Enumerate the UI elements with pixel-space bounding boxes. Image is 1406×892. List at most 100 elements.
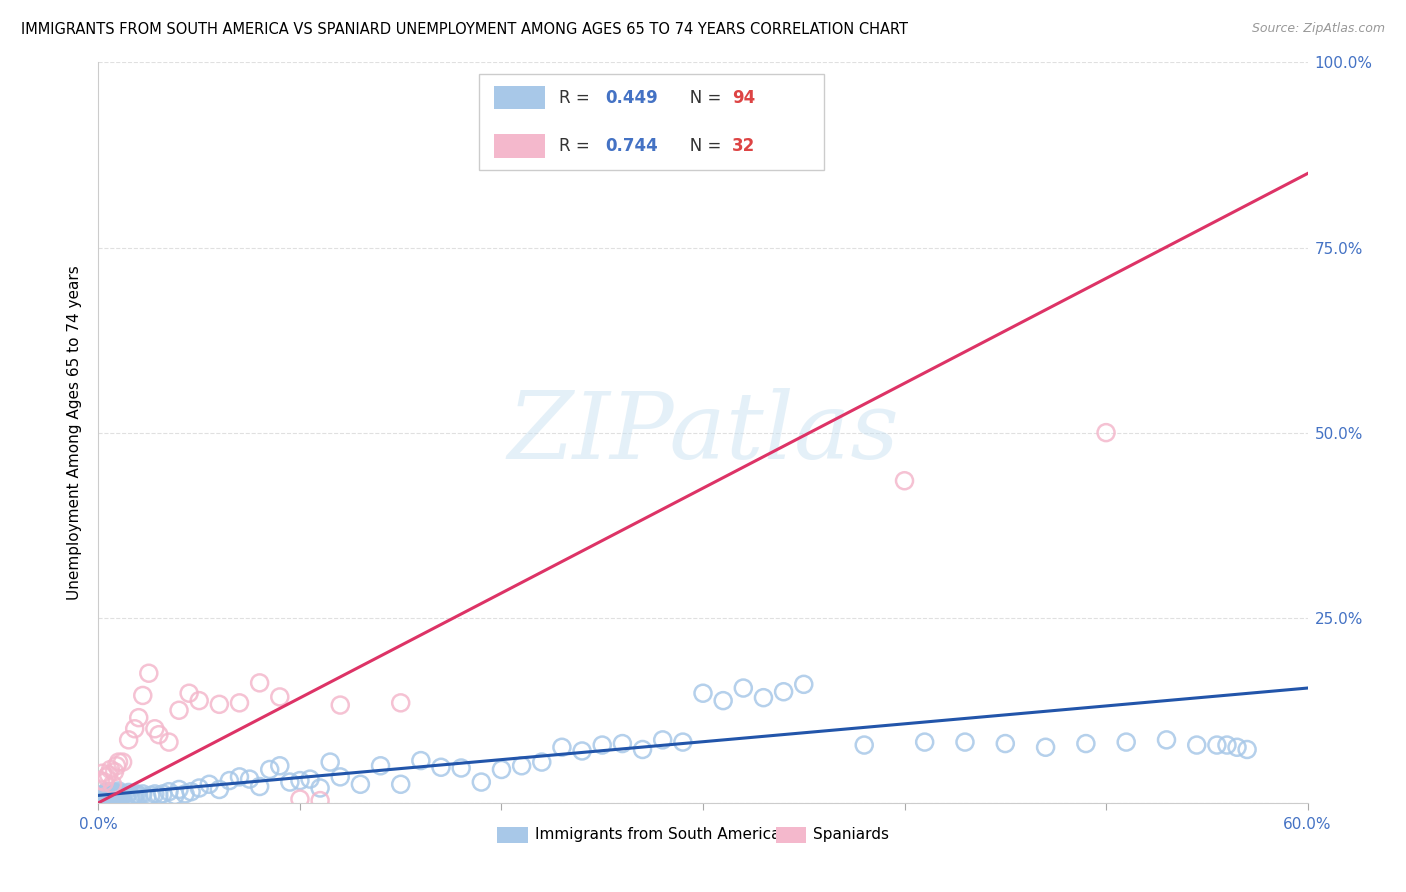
Point xyxy=(167,703,190,717)
Text: Source: ZipAtlas.com: Source: ZipAtlas.com xyxy=(1251,22,1385,36)
Point xyxy=(188,693,211,707)
Point xyxy=(97,767,120,781)
Point xyxy=(551,740,574,755)
Bar xyxy=(494,86,544,110)
Point xyxy=(491,763,513,777)
Point xyxy=(101,785,124,799)
Point xyxy=(97,789,120,803)
Point xyxy=(143,722,166,736)
Text: 32: 32 xyxy=(733,136,755,154)
Point xyxy=(309,794,332,808)
Point xyxy=(692,686,714,700)
Point xyxy=(571,744,593,758)
Point xyxy=(179,686,201,700)
Point xyxy=(163,789,186,803)
Point xyxy=(389,777,412,791)
Point xyxy=(152,787,174,801)
Point xyxy=(329,770,352,784)
Point xyxy=(1095,425,1118,440)
Point xyxy=(100,789,122,804)
Point xyxy=(218,773,240,788)
Point xyxy=(132,787,155,801)
Point xyxy=(103,787,125,801)
Point xyxy=(249,676,271,690)
Bar xyxy=(479,73,824,169)
Point xyxy=(103,764,125,779)
Point xyxy=(101,789,124,803)
Point xyxy=(450,761,472,775)
Point xyxy=(132,689,155,703)
Point xyxy=(651,732,673,747)
Point xyxy=(1156,732,1178,747)
Point xyxy=(198,777,221,791)
Text: N =: N = xyxy=(673,88,727,107)
Point xyxy=(167,782,190,797)
Point xyxy=(97,785,120,799)
Text: IMMIGRANTS FROM SOUTH AMERICA VS SPANIARD UNEMPLOYMENT AMONG AGES 65 TO 74 YEARS: IMMIGRANTS FROM SOUTH AMERICA VS SPANIAR… xyxy=(21,22,908,37)
Point xyxy=(89,773,111,788)
Point xyxy=(1115,735,1137,749)
Point xyxy=(148,789,170,803)
Point xyxy=(914,735,936,749)
Point xyxy=(259,763,281,777)
Text: R =: R = xyxy=(560,88,595,107)
Point xyxy=(89,789,111,804)
Point xyxy=(793,677,815,691)
Point xyxy=(299,772,322,786)
Point xyxy=(228,770,250,784)
Point xyxy=(733,681,755,695)
Point xyxy=(893,474,915,488)
Point xyxy=(96,770,118,784)
Point xyxy=(100,763,122,777)
Point xyxy=(138,666,160,681)
Point xyxy=(97,792,120,806)
Point xyxy=(107,755,129,769)
Point xyxy=(125,787,148,801)
Point xyxy=(591,738,613,752)
Point xyxy=(91,766,114,780)
Text: ZIPatlas: ZIPatlas xyxy=(508,388,898,477)
Point xyxy=(409,754,432,768)
Point xyxy=(107,787,129,801)
Point xyxy=(111,755,134,769)
Point xyxy=(1185,738,1208,752)
Point xyxy=(711,693,734,707)
Text: R =: R = xyxy=(560,136,595,154)
Point xyxy=(148,728,170,742)
Point xyxy=(105,785,128,799)
Point xyxy=(128,711,150,725)
Point xyxy=(288,773,311,788)
Point xyxy=(188,780,211,795)
Point xyxy=(110,789,132,804)
Point xyxy=(139,789,162,803)
Point xyxy=(772,685,794,699)
Point xyxy=(115,789,138,804)
Point xyxy=(752,690,775,705)
Point xyxy=(105,789,128,804)
Point xyxy=(309,780,332,795)
Point xyxy=(100,787,122,801)
Point xyxy=(329,698,352,712)
Point xyxy=(269,758,291,772)
Y-axis label: Unemployment Among Ages 65 to 74 years: Unemployment Among Ages 65 to 74 years xyxy=(67,265,83,600)
Point xyxy=(239,772,262,786)
Bar xyxy=(494,134,544,158)
Point xyxy=(612,737,634,751)
Point xyxy=(249,780,271,794)
Point xyxy=(1226,740,1249,755)
Point xyxy=(470,775,492,789)
Point xyxy=(93,789,115,803)
Point xyxy=(319,755,342,769)
Text: 0.449: 0.449 xyxy=(605,88,658,107)
Point xyxy=(288,792,311,806)
Point xyxy=(107,784,129,798)
Point xyxy=(93,791,115,805)
Point xyxy=(269,690,291,704)
Text: Spaniards: Spaniards xyxy=(813,828,889,842)
Point xyxy=(672,735,695,749)
Point xyxy=(105,758,128,772)
Point xyxy=(121,789,143,804)
Point xyxy=(124,789,146,803)
Point xyxy=(91,789,114,803)
Point xyxy=(93,787,115,801)
